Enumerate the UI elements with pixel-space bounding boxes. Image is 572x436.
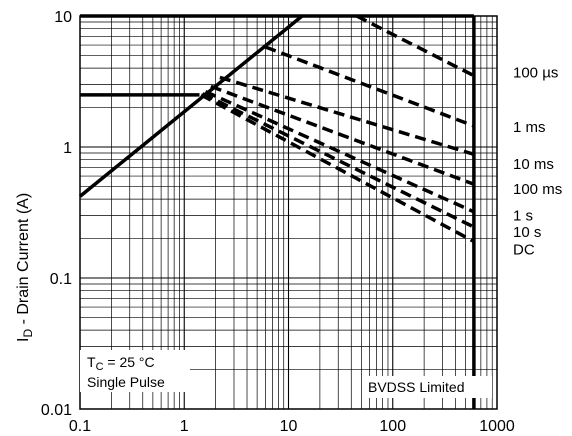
y-axis-title: ID - Drain Current (A) <box>15 193 35 342</box>
series-label-4: 1 s <box>513 207 533 224</box>
condition-note-pulse: Single Pulse <box>87 374 165 390</box>
x-tick-label-4: 1000 <box>479 418 515 435</box>
curve-labels: 100 µs 1 ms 10 ms 100 ms 1 s10 sDC <box>513 65 562 259</box>
bvdss-note: BVDSS Limited <box>368 379 464 395</box>
y-tick-label-3: 10 <box>54 9 72 26</box>
condition-note-sub: C <box>96 361 104 373</box>
series-label-1: 1 ms <box>513 119 546 136</box>
y-tick-label-1: 0.1 <box>50 271 72 288</box>
series-label-0: 100 µs <box>513 65 558 82</box>
x-tick-label-0: 0.1 <box>69 418 91 435</box>
series-lines <box>201 16 474 242</box>
x-tick-label-2: 10 <box>280 418 298 435</box>
y-tick-label-0: 0.01 <box>41 402 72 419</box>
series-label-2: 10 ms <box>513 156 554 173</box>
series-label-6: DC <box>513 242 535 259</box>
y-tick-label-2: 1 <box>63 140 72 157</box>
series-label-3: 100 ms <box>513 181 562 198</box>
series-line-0 <box>357 16 474 76</box>
series-label-5: 10 s <box>513 224 541 241</box>
y-axis-title-rest: - Drain Current (A) <box>15 193 32 329</box>
x-tick-label-3: 100 <box>379 418 406 435</box>
condition-note-rest: = 25 °C <box>104 354 155 370</box>
y-axis-title-sub: D <box>21 329 35 338</box>
series-line-6 <box>201 95 474 242</box>
x-tick-label-1: 1 <box>180 418 189 435</box>
